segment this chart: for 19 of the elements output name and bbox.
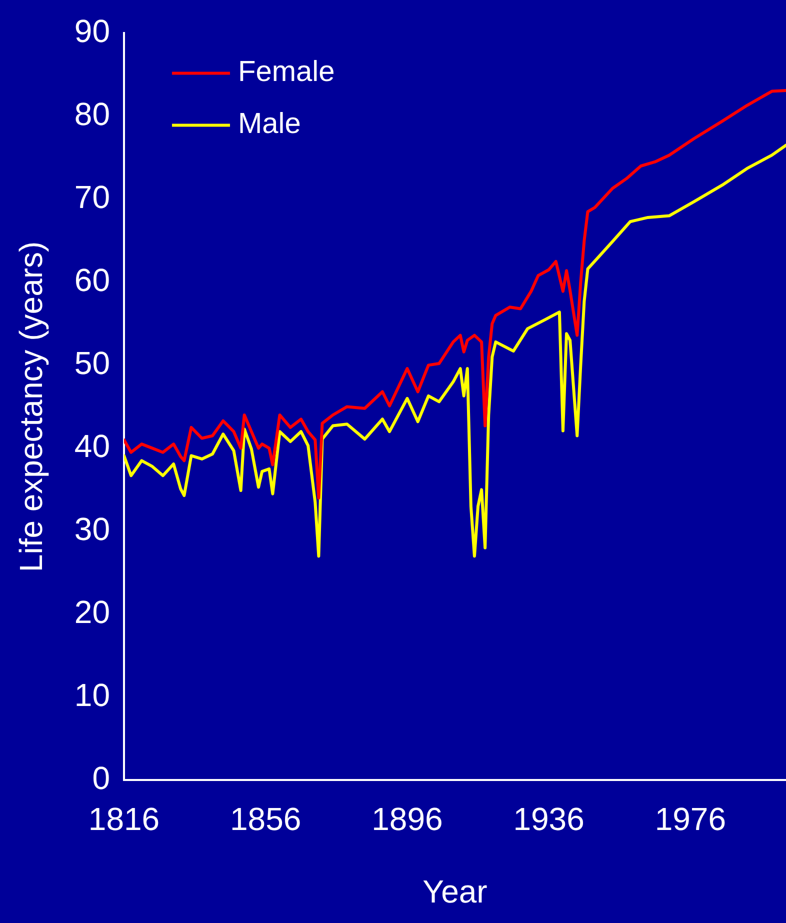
y-tick-label: 40 bbox=[74, 428, 110, 464]
y-tick-label: 70 bbox=[74, 179, 110, 216]
x-tick-label: 1936 bbox=[513, 801, 584, 838]
y-tick-label: 80 bbox=[74, 96, 110, 132]
y-tick-label: 10 bbox=[74, 677, 110, 714]
x-tick-label: 1976 bbox=[654, 801, 726, 838]
x-axis-title: Year bbox=[422, 874, 488, 910]
y-axis-title: Life expectancy (years) bbox=[13, 241, 50, 572]
y-tick-label: 60 bbox=[74, 262, 110, 298]
y-tick-label: 0 bbox=[92, 760, 110, 796]
legend-label: Female bbox=[238, 56, 335, 88]
y-tick-label: 30 bbox=[74, 511, 110, 548]
legend-label: Male bbox=[238, 108, 301, 140]
x-tick-label: 1856 bbox=[230, 801, 302, 838]
y-tick-label: 50 bbox=[74, 345, 110, 382]
y-tick-label: 20 bbox=[74, 594, 110, 630]
x-tick-label: 1816 bbox=[88, 801, 160, 838]
y-tick-label: 90 bbox=[74, 13, 110, 50]
x-tick-label: 1896 bbox=[372, 801, 443, 838]
